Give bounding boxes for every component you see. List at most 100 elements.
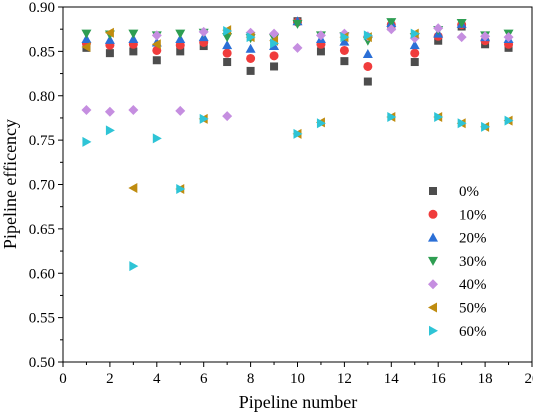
data-point: [222, 48, 232, 58]
data-point: [292, 42, 303, 53]
legend-label: 20%: [459, 231, 487, 247]
x-axis-title: Pipeline number: [239, 392, 357, 412]
data-point: [340, 32, 350, 43]
legend-marker: [428, 232, 438, 242]
y-tick-label: 0.80: [29, 89, 55, 105]
data-point: [223, 58, 232, 67]
x-tick-label: 0: [59, 371, 67, 387]
data-point: [410, 48, 420, 58]
data-point: [386, 18, 397, 28]
data-point: [362, 49, 373, 59]
legend-label: 0%: [459, 184, 479, 200]
legend-label: 50%: [459, 301, 487, 317]
data-point: [82, 136, 92, 147]
data-point: [175, 105, 186, 116]
data-point: [340, 57, 349, 66]
y-axis-title: Pipeline efficency: [0, 119, 20, 249]
data-point: [246, 66, 255, 75]
y-tick-label: 0.85: [29, 44, 55, 60]
data-point: [457, 118, 467, 129]
legend-marker: [428, 256, 438, 266]
data-point: [105, 125, 115, 136]
legend-label: 30%: [459, 254, 487, 270]
data-points: [81, 16, 514, 272]
data-point: [128, 29, 139, 39]
legend-marker: [429, 325, 438, 336]
data-point: [151, 39, 161, 50]
legend-label: 40%: [459, 277, 487, 293]
data-point: [434, 112, 444, 123]
data-point: [315, 30, 326, 41]
series-40pct: [81, 23, 514, 122]
x-tick-label: 12: [337, 371, 352, 387]
data-point: [104, 27, 114, 38]
data-point: [105, 49, 114, 58]
data-point: [128, 104, 139, 115]
y-tick-label: 0.60: [29, 266, 55, 282]
data-point: [128, 183, 138, 194]
data-point: [81, 29, 92, 39]
y-tick-label: 0.65: [29, 222, 55, 238]
data-point: [433, 23, 444, 34]
data-point: [152, 56, 161, 65]
data-point: [410, 58, 419, 67]
data-point: [246, 32, 256, 43]
data-point: [199, 113, 209, 124]
data-point: [245, 43, 256, 53]
data-point: [152, 133, 162, 144]
data-point: [387, 112, 397, 123]
data-point: [481, 121, 491, 132]
data-point: [480, 31, 491, 42]
legend-label: 60%: [459, 324, 487, 340]
x-tick-label: 4: [153, 371, 161, 387]
data-point: [104, 106, 115, 117]
data-point: [456, 18, 467, 28]
data-point: [409, 40, 420, 50]
x-tick-label: 6: [200, 371, 208, 387]
data-point: [269, 28, 280, 39]
data-point: [363, 61, 373, 71]
data-point: [175, 29, 186, 39]
axes: 0 2 4 6 8 10 12 14 16 18 20 0.50 0.55 0.60 0.65 0.70 0.7…: [29, 0, 533, 387]
x-tick-label: 8: [247, 371, 255, 387]
legend-label: 10%: [459, 207, 487, 223]
data-point: [129, 261, 139, 272]
data-point: [292, 19, 303, 29]
data-point: [81, 41, 91, 52]
data-point: [198, 26, 209, 37]
y-tick-label: 0.70: [29, 178, 55, 194]
legend-marker: [428, 209, 438, 219]
x-tick-label: 20: [525, 371, 533, 387]
data-point: [246, 53, 256, 63]
series-30pct: [81, 18, 514, 46]
data-point: [456, 32, 467, 43]
data-point: [316, 118, 326, 129]
data-point: [222, 40, 233, 50]
data-point: [222, 111, 233, 122]
data-point: [316, 47, 325, 56]
x-tick-label: 10: [290, 371, 305, 387]
legend-marker: [428, 279, 438, 290]
data-point: [222, 33, 233, 43]
y-tick-label: 0.50: [29, 355, 55, 371]
data-point: [363, 30, 373, 41]
data-point: [504, 115, 514, 126]
data-point: [269, 51, 279, 61]
y-tick-label: 0.90: [29, 0, 55, 16]
y-tick-label: 0.55: [29, 311, 55, 327]
series-60pct: [82, 25, 514, 272]
data-point: [386, 24, 397, 35]
x-tick-label: 14: [384, 371, 400, 387]
data-point: [503, 32, 514, 43]
x-tick-label: 2: [106, 371, 114, 387]
data-point: [151, 30, 162, 41]
data-point: [270, 62, 279, 71]
data-point: [176, 183, 186, 194]
data-point: [176, 47, 185, 56]
data-point: [410, 28, 420, 39]
data-point: [363, 77, 372, 86]
x-tick-label: 18: [478, 371, 493, 387]
data-point: [129, 47, 138, 56]
data-point: [270, 38, 280, 49]
